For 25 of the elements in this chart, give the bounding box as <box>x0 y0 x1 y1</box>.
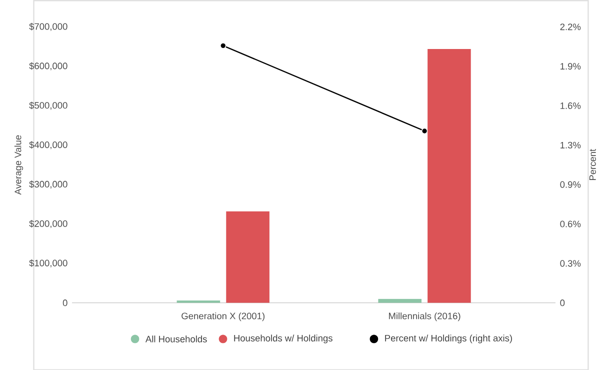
y2-tick-label: 0.6% <box>560 220 581 228</box>
y2-tick-label: 2.2% <box>560 23 581 30</box>
y-axis-title: Average Value <box>14 135 24 195</box>
y-tick-label: $500,000 <box>29 101 68 110</box>
y-tick-label: 0 <box>62 299 68 306</box>
y2-tick-label: 1.6% <box>560 102 581 109</box>
y2-axis-title: Percent <box>589 148 596 180</box>
y2-tick-label: 0 <box>560 299 565 306</box>
y2-tick-label: 1.9% <box>560 62 581 70</box>
y2-tick-label: 1.3% <box>560 142 581 148</box>
y-tick-label: $600,000 <box>29 62 68 70</box>
legend-label: All Households <box>145 335 207 342</box>
legend-label: Households w/ Holdings <box>234 334 332 344</box>
bar <box>428 48 471 303</box>
legend-label: Percent w/ Holdings (right axis) <box>385 334 512 344</box>
bar <box>226 211 270 303</box>
y2-tick-label: 0.9% <box>560 181 581 188</box>
y-tick-label: $700,000 <box>29 22 68 31</box>
y2-tick-label: 0.3% <box>560 260 581 266</box>
y-tick-label: $200,000 <box>29 220 68 228</box>
x-tick-label: Millennials (2016) <box>389 312 460 321</box>
y-tick-label: $100,000 <box>29 259 68 268</box>
x-tick-label: Generation X (2001) <box>182 312 264 321</box>
y-tick-label: $400,000 <box>29 140 68 149</box>
y-tick-label: $300,000 <box>29 180 68 188</box>
